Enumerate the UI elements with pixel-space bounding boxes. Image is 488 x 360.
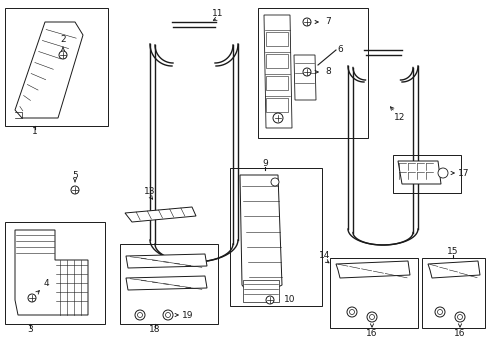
Circle shape: [303, 68, 310, 76]
Text: 11: 11: [212, 9, 224, 18]
Bar: [243, 280, 279, 302]
Text: 16: 16: [453, 328, 465, 338]
Text: 14: 14: [319, 252, 330, 261]
Text: 18: 18: [149, 325, 161, 334]
Text: 10: 10: [284, 296, 295, 305]
Circle shape: [71, 186, 79, 194]
Text: 8: 8: [325, 68, 330, 77]
Text: 9: 9: [262, 159, 267, 168]
Circle shape: [137, 312, 142, 318]
Polygon shape: [335, 261, 409, 278]
Bar: [265, 54, 287, 68]
Text: 6: 6: [336, 45, 342, 54]
Circle shape: [270, 178, 279, 186]
Bar: [392, 155, 460, 193]
Text: 19: 19: [182, 310, 193, 320]
Bar: [265, 76, 287, 90]
Text: 15: 15: [447, 248, 458, 256]
Bar: [329, 258, 417, 328]
Polygon shape: [15, 230, 88, 315]
Polygon shape: [293, 55, 315, 100]
Circle shape: [454, 312, 464, 322]
Bar: [229, 168, 321, 306]
Circle shape: [272, 113, 283, 123]
Text: 7: 7: [325, 18, 330, 27]
Bar: [421, 258, 484, 328]
Bar: [120, 244, 218, 324]
Circle shape: [165, 312, 170, 318]
Circle shape: [346, 307, 356, 317]
Text: 4: 4: [43, 279, 49, 288]
Text: 3: 3: [27, 325, 33, 334]
Circle shape: [366, 312, 376, 322]
Text: 1: 1: [32, 127, 38, 136]
Circle shape: [434, 307, 444, 317]
Circle shape: [437, 310, 442, 315]
Text: 12: 12: [393, 113, 405, 122]
Circle shape: [349, 310, 354, 315]
Circle shape: [135, 310, 145, 320]
Circle shape: [59, 51, 67, 59]
Circle shape: [369, 315, 374, 320]
Bar: [5, 8, 108, 126]
Circle shape: [437, 168, 447, 178]
Circle shape: [163, 310, 173, 320]
Polygon shape: [15, 22, 83, 118]
Circle shape: [457, 315, 462, 320]
Bar: [265, 98, 287, 112]
Circle shape: [265, 296, 273, 304]
Text: 5: 5: [72, 171, 78, 180]
Polygon shape: [397, 161, 440, 184]
Polygon shape: [126, 254, 206, 268]
Bar: [5, 222, 105, 324]
Text: 17: 17: [457, 168, 469, 177]
Bar: [265, 32, 287, 46]
Text: 13: 13: [144, 188, 156, 197]
Polygon shape: [125, 207, 196, 222]
Polygon shape: [126, 276, 206, 290]
Polygon shape: [264, 15, 291, 128]
Circle shape: [28, 294, 36, 302]
Polygon shape: [240, 175, 282, 300]
Text: 16: 16: [366, 328, 377, 338]
Text: 2: 2: [60, 36, 66, 45]
Bar: [258, 8, 367, 138]
Circle shape: [303, 18, 310, 26]
Polygon shape: [427, 261, 479, 278]
